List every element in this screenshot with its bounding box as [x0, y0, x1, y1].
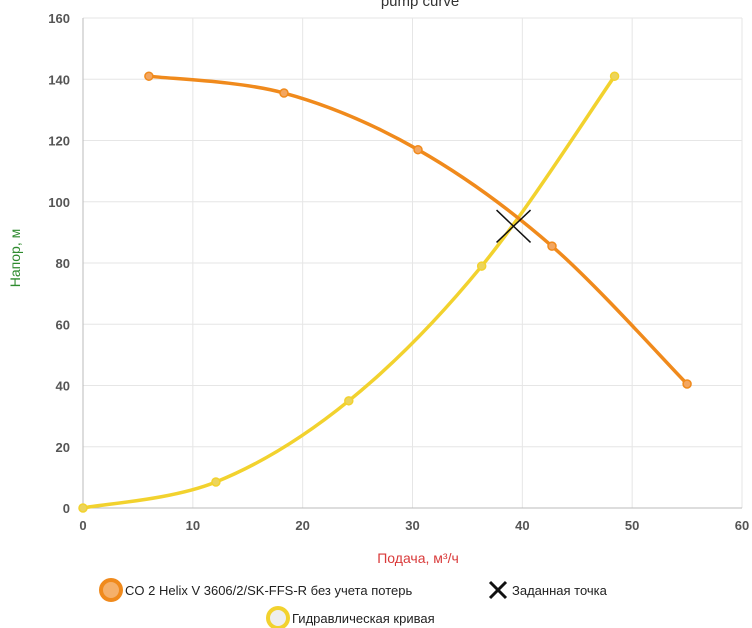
y-tick-label: 160 [48, 11, 70, 26]
legend-label-setpoint: Заданная точка [512, 583, 608, 598]
legend-item-pump[interactable]: CO 2 Helix V 3606/2/SK-FFS-R без учета п… [99, 578, 412, 602]
x-tick-label: 60 [735, 518, 749, 533]
series-hydraulic-curve [78, 71, 620, 513]
pump-data-point[interactable] [547, 241, 557, 251]
pump-data-point[interactable] [279, 88, 289, 98]
hydraulic-data-point[interactable] [609, 71, 620, 81]
x-tick-label: 50 [625, 518, 639, 533]
x-tick-label: 10 [186, 518, 200, 533]
setpoint-layer [496, 209, 532, 243]
x-mark-icon [488, 580, 508, 600]
y-tick-label: 140 [48, 72, 70, 87]
series-layer [78, 71, 692, 513]
x-tick-label: 20 [295, 518, 309, 533]
y-tick-label: 60 [56, 317, 70, 332]
hydraulic-data-point[interactable] [211, 477, 221, 487]
y-tick-label: 0 [63, 501, 70, 516]
hydraulic-data-point[interactable] [476, 261, 487, 271]
legend-label-hydraulic: Гидравлическая кривая [292, 611, 435, 626]
x-tick-label: 30 [405, 518, 419, 533]
legend-label-pump: CO 2 Helix V 3606/2/SK-FFS-R без учета п… [125, 583, 412, 598]
x-tick-label: 0 [79, 518, 86, 533]
y-tick-label: 80 [56, 256, 70, 271]
chart-title: pump curve [381, 0, 459, 10]
pump-data-point[interactable] [144, 71, 154, 81]
axes: 0 10 20 30 40 50 60 0 20 40 60 80 100 120 140 160 [48, 11, 749, 533]
y-axis-label: Напор, м [7, 229, 23, 287]
legend-swatch-pump [99, 578, 123, 602]
hydraulic-data-point[interactable] [78, 503, 88, 513]
hydraulic-curve-line [81, 74, 617, 510]
y-tick-label: 40 [56, 379, 70, 394]
y-tick-label: 20 [56, 440, 70, 455]
x-tick-label: 40 [515, 518, 529, 533]
pump-data-point[interactable] [413, 144, 423, 155]
legend: CO 2 Helix V 3606/2/SK-FFS-R без учета п… [99, 578, 608, 628]
legend-item-hydraulic[interactable]: Гидравлическая кривая [266, 606, 435, 628]
legend-item-setpoint[interactable]: Заданная точка [488, 580, 608, 600]
x-axis-label: Подача, м³/ч [377, 550, 459, 566]
pump-data-point[interactable] [682, 379, 692, 389]
legend-swatch-hydraulic [266, 606, 290, 628]
y-tick-label: 100 [48, 195, 70, 210]
y-tick-label: 120 [48, 134, 70, 149]
hydraulic-data-point[interactable] [344, 396, 354, 406]
grid [82, 17, 743, 509]
series-pump-curve [144, 71, 692, 389]
setpoint-stroke-2 [496, 209, 532, 243]
setpoint-marker[interactable] [496, 209, 532, 243]
